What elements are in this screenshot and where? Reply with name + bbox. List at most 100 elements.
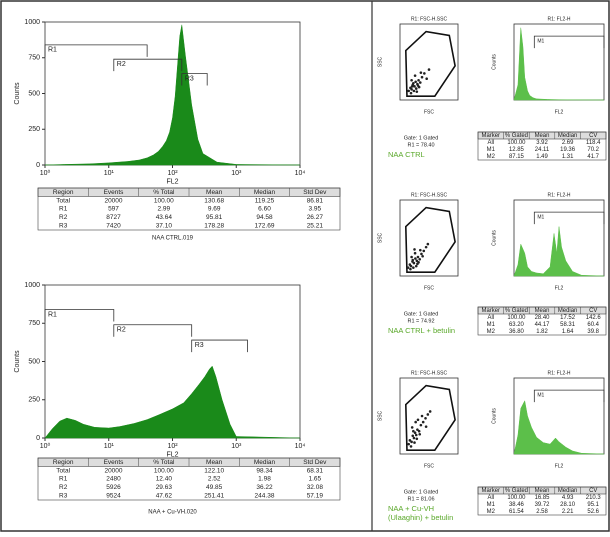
region-marker xyxy=(191,339,248,353)
region-marker xyxy=(44,309,115,322)
event-dot xyxy=(423,72,426,75)
sample-label: NAA CTRL + betulin xyxy=(388,326,455,335)
event-dot xyxy=(415,90,419,93)
event-dot xyxy=(414,264,418,268)
table-cell: R1 xyxy=(59,476,68,483)
table-cell: 16.85 xyxy=(535,495,551,501)
table-cell: 37.10 xyxy=(156,223,173,230)
x-tick-label: 10⁰ xyxy=(40,169,51,177)
table-cell: 44.17 xyxy=(535,322,550,328)
region-label: R3 xyxy=(195,342,204,349)
sample-label: NAA + Cu-VH xyxy=(388,504,434,513)
region-label: R2 xyxy=(117,327,126,334)
x-axis-label: FSC xyxy=(424,109,434,115)
region-marker xyxy=(533,35,605,49)
table-cell: M1 xyxy=(487,147,496,153)
x-axis-label: FL2 xyxy=(166,179,178,186)
event-dot xyxy=(418,432,422,436)
table-cell: 4.93 xyxy=(562,495,574,501)
gate-polygon xyxy=(404,30,456,97)
plot-title: R1: FSC-H.SSC xyxy=(411,16,448,22)
table-cell: 63.20 xyxy=(509,322,525,328)
table-cell: 17.52 xyxy=(560,315,575,321)
event-dot xyxy=(420,75,424,79)
region-marker xyxy=(533,211,605,225)
table-cell: M2 xyxy=(487,329,495,335)
x-tick-label: 10³ xyxy=(231,170,242,177)
event-dot xyxy=(417,261,420,264)
table-cell: 2.58 xyxy=(536,509,548,515)
table-cell: 122.10 xyxy=(204,467,224,474)
event-dot xyxy=(424,425,428,428)
table-cell: 1.82 xyxy=(536,329,548,335)
table-cell: 251.41 xyxy=(204,493,224,500)
gate-caption: R1 = 81.06 xyxy=(407,496,434,502)
event-dot xyxy=(412,436,416,440)
event-dot xyxy=(412,89,416,93)
table-cell: 8727 xyxy=(106,214,121,221)
event-dot xyxy=(413,74,417,77)
x-tick-label: 10³ xyxy=(231,443,242,450)
table-cell: 95.81 xyxy=(206,214,223,221)
histogram-area xyxy=(513,400,605,455)
table-cell: 2.69 xyxy=(562,140,574,146)
table-cell: 19.36 xyxy=(560,147,576,153)
event-dot xyxy=(419,81,422,84)
y-tick-label: 750 xyxy=(28,55,40,62)
x-axis-label: FL2 xyxy=(166,452,178,459)
table-cell: 28.10 xyxy=(560,502,576,508)
event-dot xyxy=(410,85,414,88)
event-dot xyxy=(415,259,419,263)
gate-caption: R1 = 74.92 xyxy=(407,318,434,324)
y-tick-label: 1000 xyxy=(24,282,40,289)
table-header: CV xyxy=(589,308,597,314)
table-cell: R2 xyxy=(59,484,68,491)
y-axis-label: SSC xyxy=(377,410,383,421)
region-label: M1 xyxy=(537,214,544,220)
event-dot xyxy=(427,68,431,71)
region-marker xyxy=(533,389,605,403)
table-cell: 12.40 xyxy=(156,476,173,483)
event-dot xyxy=(412,429,415,433)
sample-label: (Ulaaghin) + betulin xyxy=(388,513,453,522)
event-dot xyxy=(414,433,418,437)
table-header: Median xyxy=(558,308,577,314)
table-cell: R3 xyxy=(59,223,68,230)
table-cell: 1.65 xyxy=(309,476,322,483)
event-dot xyxy=(417,85,421,89)
table-cell: 24.11 xyxy=(535,147,550,153)
x-axis-label: FSC xyxy=(424,285,434,291)
table-cell: M2 xyxy=(487,154,495,160)
table-cell: 49.85 xyxy=(206,484,223,491)
event-dot xyxy=(418,257,422,261)
region-marker xyxy=(113,324,193,337)
table-cell: 47.62 xyxy=(156,493,173,500)
table-cell: 12.85 xyxy=(509,147,525,153)
event-dot xyxy=(409,264,413,268)
event-dot xyxy=(416,255,420,259)
event-dot xyxy=(413,431,417,435)
event-dot xyxy=(413,251,417,255)
table-header: Mean xyxy=(206,189,223,196)
gate-caption: R1 = 78.40 xyxy=(407,142,434,148)
event-dot xyxy=(428,410,432,413)
event-dot xyxy=(424,416,427,420)
event-dot xyxy=(413,441,416,444)
table-cell: 95.1 xyxy=(587,502,599,508)
event-dot xyxy=(419,423,423,427)
event-dot xyxy=(412,266,415,269)
region-marker xyxy=(113,58,183,72)
plot-caption: NAA + Cu-VH.020 xyxy=(148,510,197,516)
y-axis-label: Counts xyxy=(491,230,497,246)
y-tick-label: 250 xyxy=(28,397,40,404)
y-tick-label: 500 xyxy=(28,358,40,365)
table-header: Mean xyxy=(206,459,223,466)
table-cell: 100.00 xyxy=(154,467,174,474)
gate-caption: Gate: 1 Gated xyxy=(404,489,439,495)
y-tick-label: 1000 xyxy=(24,19,40,26)
table-cell: 1.64 xyxy=(562,329,574,335)
event-dot xyxy=(407,442,411,446)
table-cell: 57.19 xyxy=(307,493,324,500)
